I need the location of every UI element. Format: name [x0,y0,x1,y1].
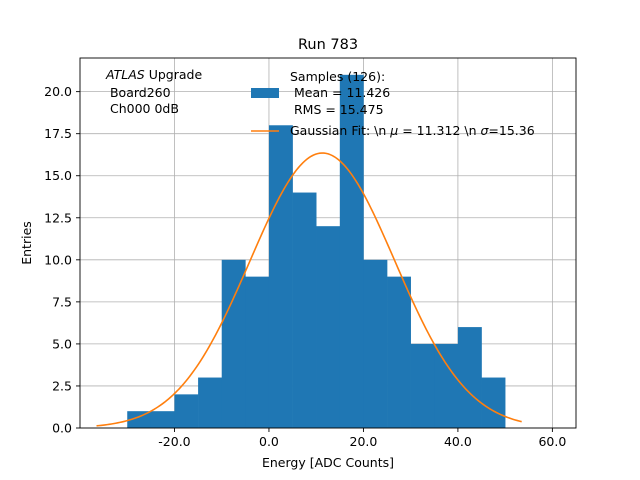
y-tick-label: 20.0 [44,84,72,99]
histogram-bar [127,411,152,428]
x-axis-label: Energy [ADC Counts] [262,455,394,470]
x-tick-label: 0.0 [259,434,279,449]
histogram-bar [174,394,199,428]
histogram-bars [127,74,506,429]
atlas-annotation-channel: Ch000 0dB [106,101,179,116]
atlas-label: ATLAS [105,67,145,82]
plot-frame [79,57,577,429]
legend: Samples (126): Mean = 11.426 RMS = 15.47… [251,69,535,138]
legend-hist-title: Samples (126): [290,69,385,84]
y-tick-label: 2.5 [52,378,72,393]
histogram-bar [410,343,435,428]
x-tick-label: 60.0 [538,434,566,449]
atlas-annotation-board: Board260 [106,85,171,100]
legend-hist-swatch [251,88,279,98]
y-axis-label: Entries [19,221,34,265]
y-tick-label: 15.0 [44,168,72,183]
histogram-bar [198,377,223,428]
legend-fit-label: Gaussian Fit: \n μ = 11.312 \n σ=15.36 [290,123,535,138]
x-axis-ticks: -20.0 0.0 20.0 40.0 60.0 [158,428,566,449]
histogram-bar [387,276,411,428]
x-tick-label: 20.0 [350,434,378,449]
histogram-bar [339,74,364,429]
atlas-upgrade-label: Upgrade [145,67,203,82]
x-tick-label: 40.0 [444,434,472,449]
histogram-bar [268,125,293,428]
y-tick-label: 5.0 [52,336,72,351]
histogram-bar [363,259,388,428]
histogram-bar [316,226,341,428]
y-tick-label: 7.5 [52,294,72,309]
histogram-bar [245,276,270,428]
histogram-bar [434,343,459,428]
y-tick-label: 0.0 [52,421,72,436]
chart-title: Run 783 [298,37,358,53]
histogram-bar [150,411,175,428]
histogram-bar [221,259,246,428]
histogram-bar [481,377,506,428]
y-tick-label: 10.0 [44,252,72,267]
y-tick-label: 12.5 [44,210,72,225]
y-tick-label: 17.5 [44,126,72,141]
gaussian-fit-curve [96,152,522,427]
atlas-annotation-line1: ATLAS Upgrade [105,67,202,82]
legend-hist-mean: Mean = 11.426 [290,85,390,100]
y-axis-ticks: 0.0 2.5 5.0 7.5 10.0 12.5 15.0 17.5 20.0 [44,84,80,436]
histogram-bar [457,327,482,428]
legend-hist-rms: RMS = 15.475 [290,102,384,117]
x-tick-label: -20.0 [158,434,190,449]
histogram-bar [292,192,317,428]
